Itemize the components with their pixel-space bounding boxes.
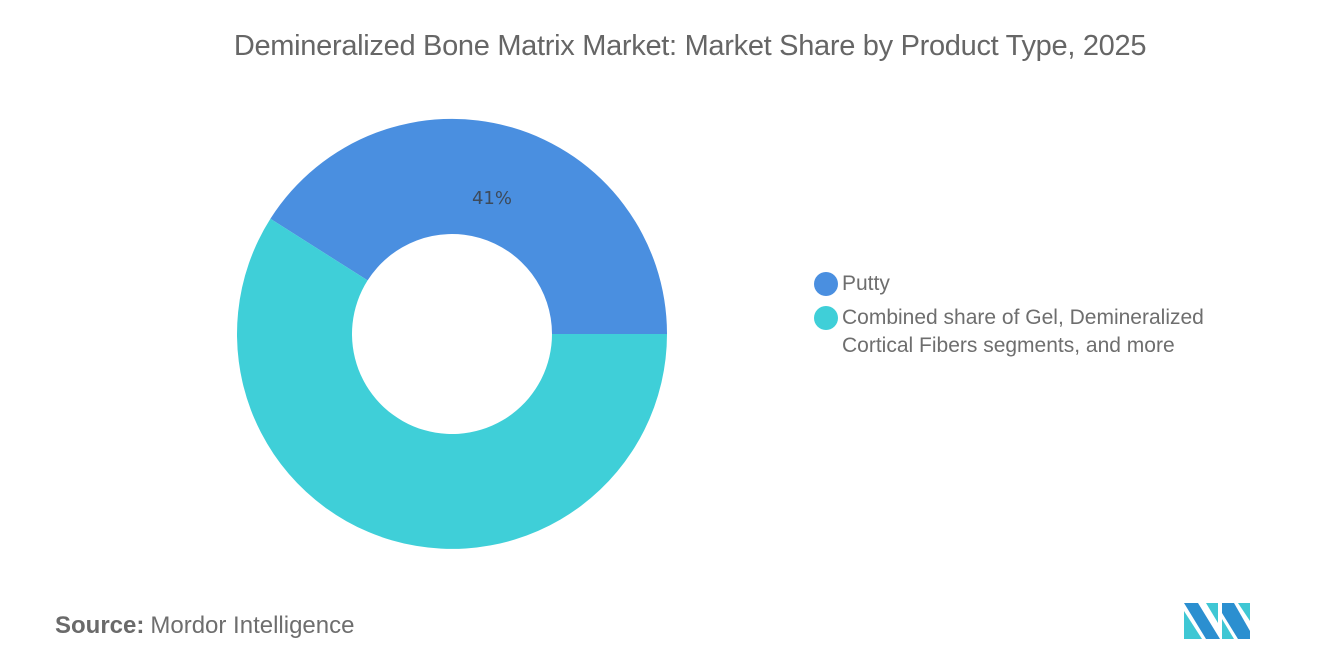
legend-item-putty[interactable]: Putty xyxy=(814,270,1254,298)
slice-label-putty: 41% xyxy=(472,188,512,209)
slice-combined-others[interactable] xyxy=(237,218,667,549)
chart-title: Demineralized Bone Matrix Market: Market… xyxy=(233,30,1147,62)
source-label: Source: xyxy=(55,612,145,639)
legend-label: Combined share of Gel, Demineralized Cor… xyxy=(842,306,1204,357)
slice-putty[interactable] xyxy=(270,118,668,334)
legend-item-combined-others[interactable]: Combined share of Gel, Demineralized Cor… xyxy=(814,304,1254,360)
source-note: Source: Mordor Intelligence xyxy=(55,612,354,640)
legend: Putty Combined share of Gel, Demineraliz… xyxy=(814,270,1254,366)
mordor-intelligence-logo-icon xyxy=(1184,603,1250,639)
legend-label: Putty xyxy=(842,272,890,295)
source-value: Mordor Intelligence xyxy=(150,612,355,639)
legend-swatch-icon xyxy=(814,272,838,296)
legend-swatch-icon xyxy=(814,306,838,330)
